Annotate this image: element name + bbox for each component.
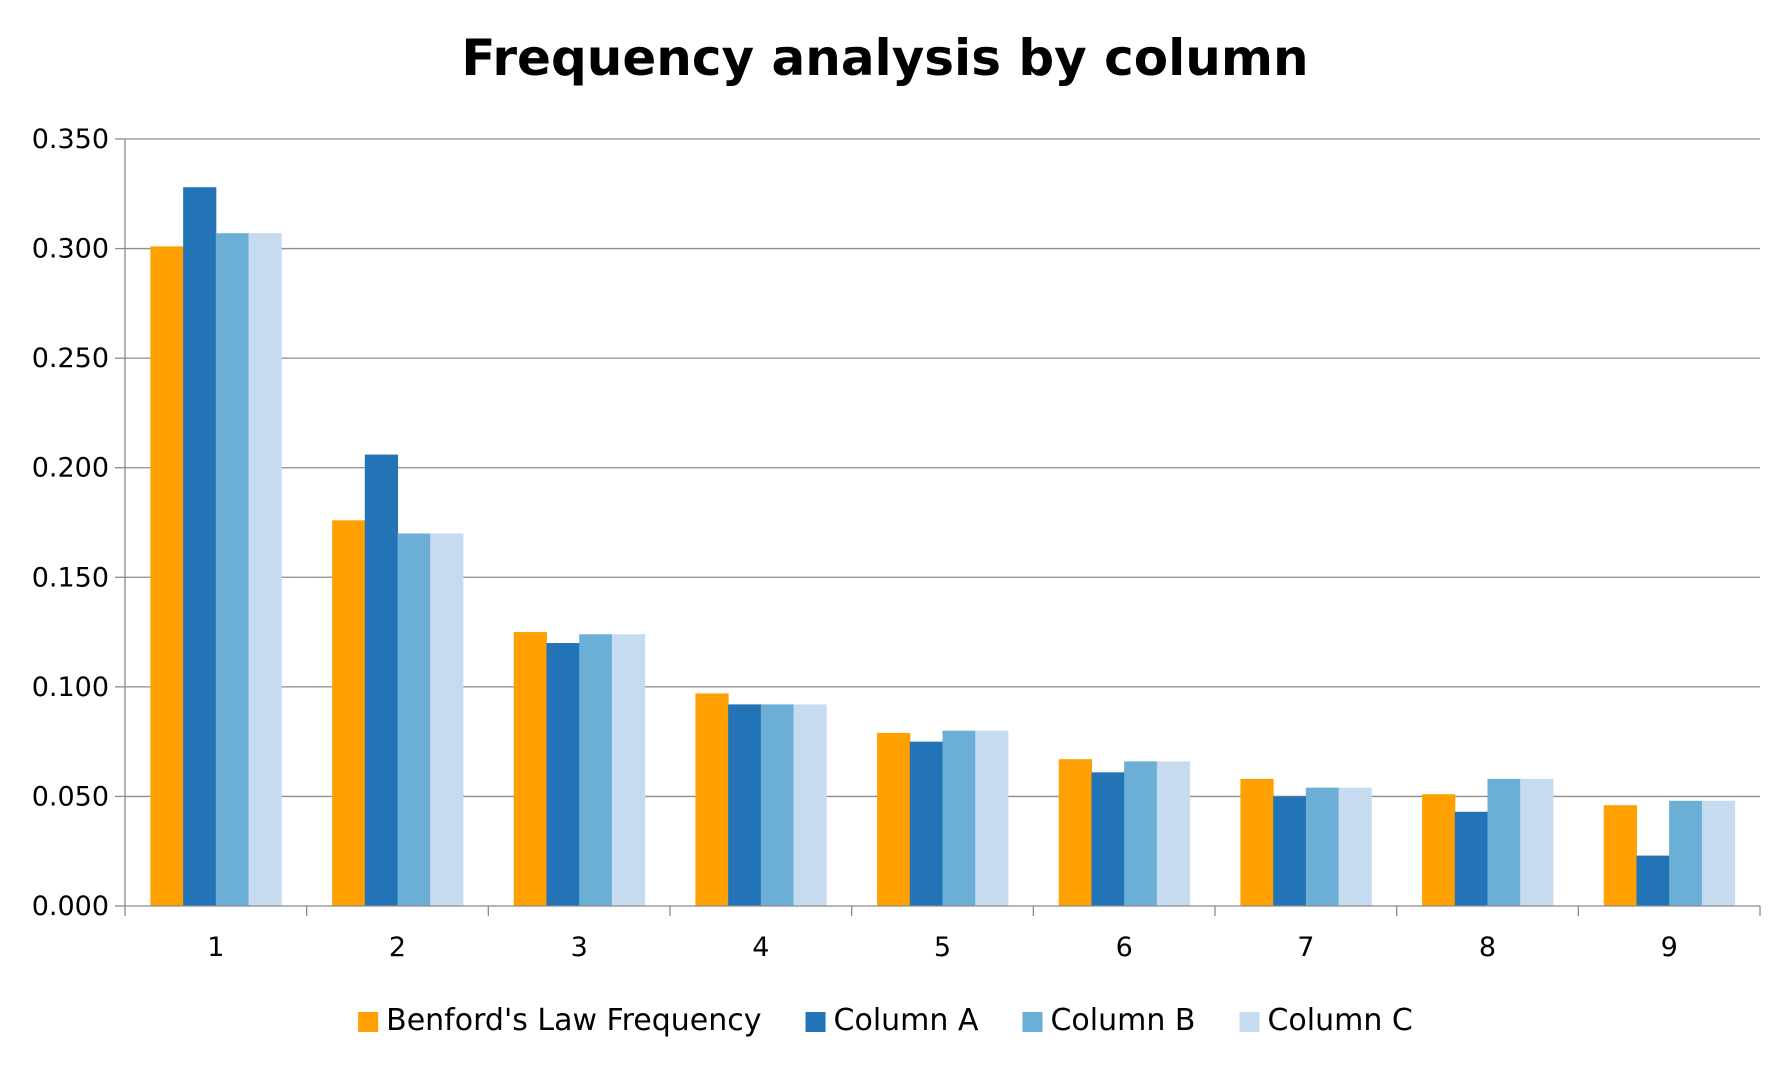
legend-swatch — [1022, 1012, 1043, 1032]
bar-column-a-8 — [1454, 811, 1488, 906]
x-tick-label: 1 — [207, 932, 224, 963]
bar-column-a-3 — [546, 643, 580, 906]
y-tick-label: 0.000 — [32, 891, 109, 922]
bar-benford-s-law-frequency-8 — [1422, 794, 1456, 906]
bar-column-c-7 — [1338, 787, 1372, 906]
x-tick-label: 7 — [1297, 932, 1314, 963]
bar-column-c-2 — [430, 533, 464, 906]
bars — [150, 187, 1736, 906]
y-tick-label: 0.300 — [32, 234, 109, 265]
bar-column-b-4 — [760, 704, 795, 906]
bar-benford-s-law-frequency-3 — [513, 632, 547, 906]
legend-item-benford-s-law-frequency: Benford's Law Frequency — [358, 1003, 762, 1038]
y-tick-label: 0.250 — [32, 343, 109, 374]
bar-column-c-4 — [793, 704, 827, 906]
y-tick-label: 0.150 — [32, 562, 109, 593]
bar-benford-s-law-frequency-4 — [695, 693, 729, 906]
bar-column-c-8 — [1520, 778, 1554, 906]
bar-column-b-9 — [1669, 800, 1703, 906]
legend-swatch — [1239, 1012, 1260, 1032]
legend-label: Column B — [1050, 1003, 1195, 1038]
x-tick-label: 5 — [934, 932, 951, 963]
legend-item-column-b: Column B — [1022, 1003, 1195, 1038]
bar-column-c-1 — [248, 233, 282, 906]
x-tick-label: 6 — [1116, 932, 1133, 963]
legend-label: Column A — [834, 1003, 979, 1038]
bar-column-b-6 — [1124, 761, 1158, 906]
bar-column-a-6 — [1091, 772, 1125, 906]
bar-column-c-3 — [611, 634, 646, 906]
bar-column-b-8 — [1487, 778, 1521, 906]
x-tick-label: 8 — [1479, 932, 1496, 963]
bar-column-a-4 — [728, 704, 762, 906]
y-tick-label: 0.200 — [32, 453, 109, 484]
axes: 0.000 0.050 0.100 0.150 0.200 0.250 0.300 0.350… — [32, 124, 1761, 963]
bar-column-a-5 — [909, 741, 943, 906]
bar-benford-s-law-frequency-6 — [1058, 759, 1092, 906]
x-tick-label: 3 — [571, 932, 588, 963]
bar-column-b-1 — [215, 233, 250, 906]
bar-benford-s-law-frequency-2 — [332, 520, 366, 906]
legend-label: Column C — [1267, 1003, 1412, 1038]
bar-column-c-9 — [1701, 800, 1736, 906]
bar-column-a-7 — [1273, 796, 1307, 906]
bar-column-b-5 — [942, 730, 976, 906]
chart-title: Frequency analysis by column — [461, 29, 1308, 87]
x-tick-label: 9 — [1661, 932, 1678, 963]
y-tick-label: 0.050 — [32, 781, 109, 812]
x-tick-label: 2 — [389, 932, 406, 963]
bar-column-b-7 — [1305, 787, 1340, 906]
bar-column-c-5 — [975, 730, 1009, 906]
bar-column-a-1 — [183, 187, 217, 906]
bar-column-b-2 — [397, 533, 431, 906]
bar-benford-s-law-frequency-5 — [877, 732, 911, 906]
x-tick-label: 4 — [752, 932, 769, 963]
bar-benford-s-law-frequency-9 — [1603, 805, 1637, 906]
bar-benford-s-law-frequency-7 — [1240, 778, 1274, 906]
bar-column-c-6 — [1156, 761, 1191, 906]
legend-item-column-a: Column A — [805, 1003, 979, 1038]
legend-label: Benford's Law Frequency — [386, 1003, 761, 1038]
bar-benford-s-law-frequency-1 — [150, 246, 184, 906]
y-tick-label: 0.100 — [32, 672, 109, 703]
bar-column-a-2 — [364, 454, 398, 906]
legend-item-column-c: Column C — [1239, 1003, 1413, 1038]
legend-swatch — [805, 1012, 826, 1032]
legend-swatch — [358, 1012, 379, 1032]
bar-column-b-3 — [579, 634, 613, 906]
y-tick-label: 0.350 — [32, 124, 109, 155]
legend: Benford's Law Frequency Column A Column B C… — [358, 1003, 1413, 1038]
bar-column-a-9 — [1636, 855, 1670, 906]
